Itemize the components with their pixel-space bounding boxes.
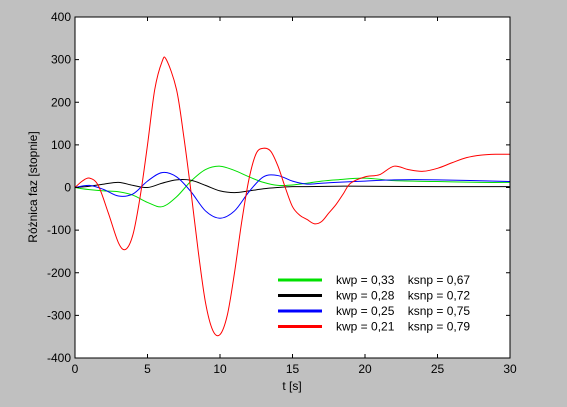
plot-frame bbox=[74, 16, 511, 359]
y-tick-label: -300 bbox=[47, 308, 71, 322]
y-axis-label: Różnica faz [stopnie] bbox=[26, 131, 40, 242]
y-tick-label: 100 bbox=[51, 138, 71, 152]
y-tick-label: -400 bbox=[47, 351, 71, 365]
x-tick-label: 20 bbox=[358, 362, 372, 376]
y-tick-label: -100 bbox=[47, 223, 71, 237]
series-line-2 bbox=[75, 179, 510, 194]
y-tick-label: 200 bbox=[51, 95, 71, 109]
x-tick-label: 30 bbox=[503, 362, 517, 376]
legend-label-2: kwp = 0,28 ksnp = 0,72 bbox=[336, 289, 470, 303]
y-tick-label: 0 bbox=[64, 181, 71, 195]
x-tick-label: 10 bbox=[213, 362, 227, 376]
legend-label-4: kwp = 0,21 ksnp = 0,79 bbox=[336, 320, 470, 334]
y-tick-label: 300 bbox=[51, 53, 71, 67]
y-tick-label: -200 bbox=[47, 266, 71, 280]
x-tick-label: 25 bbox=[431, 362, 445, 376]
series-line-3 bbox=[75, 171, 510, 219]
x-tick-label: 15 bbox=[286, 362, 300, 376]
ticks-layer: 0 5 10 15 20 25 30 400 300 200 100 0 -100 -200 -300 -40… bbox=[47, 10, 517, 376]
x-axis-label: t [s] bbox=[282, 379, 301, 393]
y-tick-label: 400 bbox=[51, 10, 71, 24]
x-tick-label: 0 bbox=[72, 362, 79, 376]
legend-label-3: kwp = 0,25 ksnp = 0,75 bbox=[336, 304, 470, 318]
series-line-4 bbox=[75, 56, 510, 337]
legend-label-1: kwp = 0,33 ksnp = 0,67 bbox=[336, 273, 470, 287]
series-layer bbox=[75, 56, 510, 337]
series-line-1 bbox=[75, 165, 510, 208]
x-tick-label: 5 bbox=[144, 362, 151, 376]
legend: kwp = 0,33 ksnp = 0,67 kwp = 0,28 ksnp = … bbox=[278, 273, 470, 334]
